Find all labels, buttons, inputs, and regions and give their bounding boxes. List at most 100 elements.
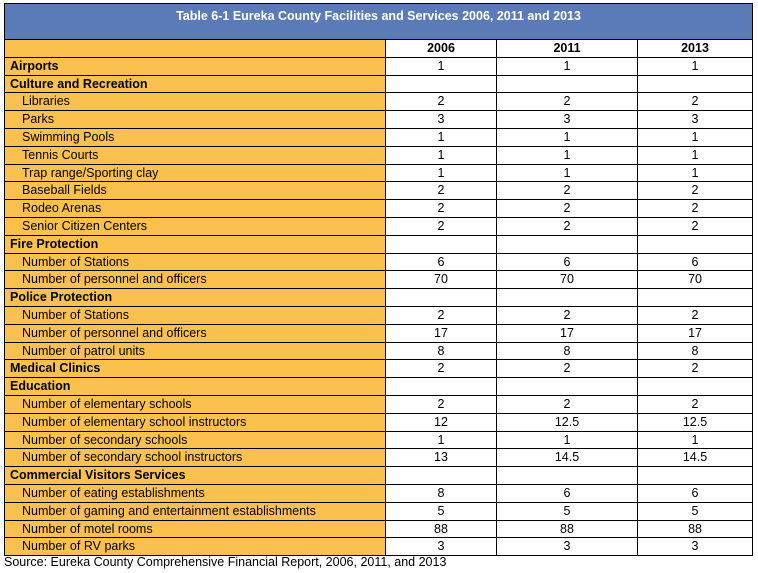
table-row: Number of secondary school instructors 13… [4,448,754,468]
value-cell-2006: 1 [385,127,497,147]
item-label: Rodeo Arenas [4,199,386,218]
value-cell-2011: 1 [496,163,638,183]
value-cell-2013: 2 [636,216,754,236]
table-row: Senior Citizen Centers 2 2 2 [4,216,754,236]
item-label: Number of elementary schools [4,394,386,414]
value-cell-2013: 6 [636,483,754,503]
value-cell-2011: 1 [496,430,638,450]
facilities-table: Table 6-1 Eureka County Facilities and S… [3,3,754,557]
table-row: Commercial Visitors Services [4,466,754,485]
value-cell-2013: 12.5 [636,412,754,432]
value-cell-2006: 2 [385,181,497,201]
table-row: Baseball Fields 2 2 2 [4,181,754,201]
value-cell-2006: 2 [385,199,497,218]
value-cell-2013 [636,288,754,307]
value-cell-2006 [385,234,497,254]
value-cell-2013: 70 [636,270,754,290]
value-cell-2006: 2 [385,394,497,414]
table-row: Number of gaming and entertainment estab… [4,501,754,521]
item-label: Swimming Pools [4,127,386,147]
item-label: Senior Citizen Centers [4,216,386,236]
table-row: Number of personnel and officers 70 70 70 [4,270,754,290]
value-cell-2013: 3 [636,537,754,557]
facilities-table-container: Table 6-1 Eureka County Facilities and S… [3,3,754,557]
column-header-2006: 2006 [385,39,497,58]
value-cell-2011: 1 [496,127,638,147]
value-cell-2011 [496,234,638,254]
value-cell-2006: 6 [385,252,497,272]
table-row: Medical Clinics 2 2 2 [4,359,754,379]
item-label: Number of secondary school instructors [4,448,386,468]
item-label: Number of secondary schools [4,430,386,450]
value-cell-2013: 1 [636,145,754,165]
value-cell-2013 [636,466,754,485]
table-row: Culture and Recreation [4,74,754,94]
table-row: Number of Stations 6 6 6 [4,252,754,272]
value-cell-2006 [385,377,497,396]
value-cell-2011: 3 [496,537,638,557]
value-cell-2006: 2 [385,92,497,112]
table-row: Education [4,377,754,396]
value-cell-2013: 2 [636,359,754,379]
category-label: Airports [4,56,386,76]
column-header-row: 2006 2011 2013 [4,39,754,58]
value-cell-2011: 88 [496,519,638,539]
value-cell-2006: 8 [385,341,497,361]
item-label: Number of elementary school instructors [4,412,386,432]
value-cell-2006: 88 [385,519,497,539]
value-cell-2006: 8 [385,483,497,503]
value-cell-2013 [636,377,754,396]
value-cell-2006: 5 [385,501,497,521]
value-cell-2006 [385,288,497,307]
table-row: Libraries 2 2 2 [4,92,754,112]
table-row: Number of RV parks 3 3 3 [4,537,754,557]
table-row: Number of elementary schools 2 2 2 [4,394,754,414]
item-label: Number of eating establishments [4,483,386,503]
value-cell-2011: 14.5 [496,448,638,468]
item-label: Number of motel rooms [4,519,386,539]
item-label: Number of Stations [4,252,386,272]
value-cell-2006: 12 [385,412,497,432]
value-cell-2006: 70 [385,270,497,290]
table-row: Rodeo Arenas 2 2 2 [4,199,754,218]
value-cell-2013: 8 [636,341,754,361]
table-row: Airports 1 1 1 [4,56,754,76]
value-cell-2011: 1 [496,56,638,76]
item-label: Number of gaming and entertainment estab… [4,501,386,521]
table-title-row: Table 6-1 Eureka County Facilities and S… [3,3,754,40]
value-cell-2006: 1 [385,145,497,165]
value-cell-2013: 88 [636,519,754,539]
value-cell-2013: 14.5 [636,448,754,468]
value-cell-2011: 12.5 [496,412,638,432]
item-label: Baseball Fields [4,181,386,201]
header-blank-cell [4,39,386,58]
value-cell-2013 [636,74,754,94]
value-cell-2011: 2 [496,305,638,325]
value-cell-2013: 6 [636,252,754,272]
column-header-2013: 2013 [636,39,754,58]
value-cell-2011: 17 [496,323,638,343]
value-cell-2013: 2 [636,92,754,112]
value-cell-2011 [496,74,638,94]
item-label: Number of RV parks [4,537,386,557]
value-cell-2006 [385,466,497,485]
column-header-2011: 2011 [496,39,638,58]
value-cell-2013: 3 [636,110,754,129]
category-label: Police Protection [4,288,386,307]
value-cell-2013: 2 [636,199,754,218]
value-cell-2011: 2 [496,181,638,201]
source-note: Source: Eureka County Comprehensive Fina… [4,555,447,569]
value-cell-2011 [496,288,638,307]
value-cell-2006: 3 [385,537,497,557]
value-cell-2006: 2 [385,216,497,236]
item-label: Tennis Courts [4,145,386,165]
item-label: Number of personnel and officers [4,323,386,343]
value-cell-2006: 1 [385,430,497,450]
item-label: Number of patrol units [4,341,386,361]
table-row: Number of Stations 2 2 2 [4,305,754,325]
value-cell-2013: 1 [636,163,754,183]
value-cell-2006: 2 [385,305,497,325]
item-label: Trap range/Sporting clay [4,163,386,183]
table-row: Parks 3 3 3 [4,110,754,129]
value-cell-2006: 1 [385,56,497,76]
